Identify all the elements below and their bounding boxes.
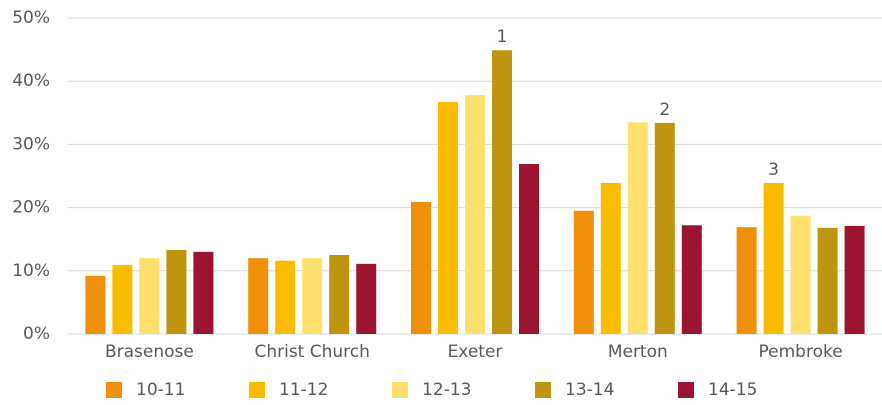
bar bbox=[248, 258, 269, 334]
bar bbox=[681, 225, 702, 334]
x-tick-label: Exeter bbox=[448, 342, 503, 362]
bar bbox=[356, 263, 377, 334]
bar bbox=[139, 258, 160, 334]
bar bbox=[85, 275, 106, 334]
legend-swatch bbox=[392, 382, 408, 398]
bar bbox=[736, 227, 757, 334]
bar bbox=[411, 201, 431, 334]
legend-label: 10-11 bbox=[136, 380, 185, 400]
y-tick-label: 20% bbox=[12, 198, 50, 218]
y-tick-label: 0% bbox=[23, 324, 50, 344]
bar bbox=[573, 210, 594, 334]
bar bbox=[166, 249, 187, 334]
bar bbox=[627, 122, 648, 334]
annotation: 1 bbox=[497, 27, 508, 47]
x-tick-label: Christ Church bbox=[254, 342, 369, 362]
legend-label: 12-13 bbox=[422, 380, 471, 400]
y-tick-label: 40% bbox=[12, 71, 50, 91]
legend-swatch bbox=[678, 382, 694, 398]
bar bbox=[438, 102, 458, 334]
annotation: 2 bbox=[659, 100, 670, 120]
bar bbox=[763, 182, 784, 334]
annotation: 3 bbox=[768, 160, 779, 180]
x-tick-label: Pembroke bbox=[759, 342, 843, 362]
bar bbox=[302, 258, 323, 334]
legend-label: 11-12 bbox=[279, 380, 328, 400]
bar bbox=[112, 265, 133, 334]
y-tick-label: 10% bbox=[12, 261, 50, 281]
bar bbox=[600, 182, 621, 334]
bar bbox=[519, 163, 539, 334]
legend-label: 14-15 bbox=[708, 380, 757, 400]
y-tick-label: 50% bbox=[12, 8, 50, 28]
bar bbox=[654, 122, 675, 334]
bar bbox=[465, 95, 485, 334]
bar bbox=[790, 215, 811, 334]
y-tick-label: 30% bbox=[12, 134, 50, 154]
legend-swatch bbox=[249, 382, 265, 398]
bar bbox=[193, 251, 214, 334]
x-tick-label: Merton bbox=[608, 342, 668, 362]
bar bbox=[844, 225, 865, 334]
bar bbox=[275, 260, 296, 334]
legend-label: 13-14 bbox=[565, 380, 614, 400]
x-tick-label: Brasenose bbox=[105, 342, 194, 362]
bar bbox=[329, 255, 350, 334]
bar bbox=[817, 227, 838, 334]
bar bbox=[492, 50, 512, 335]
legend-swatch bbox=[535, 382, 551, 398]
legend-swatch bbox=[106, 382, 122, 398]
